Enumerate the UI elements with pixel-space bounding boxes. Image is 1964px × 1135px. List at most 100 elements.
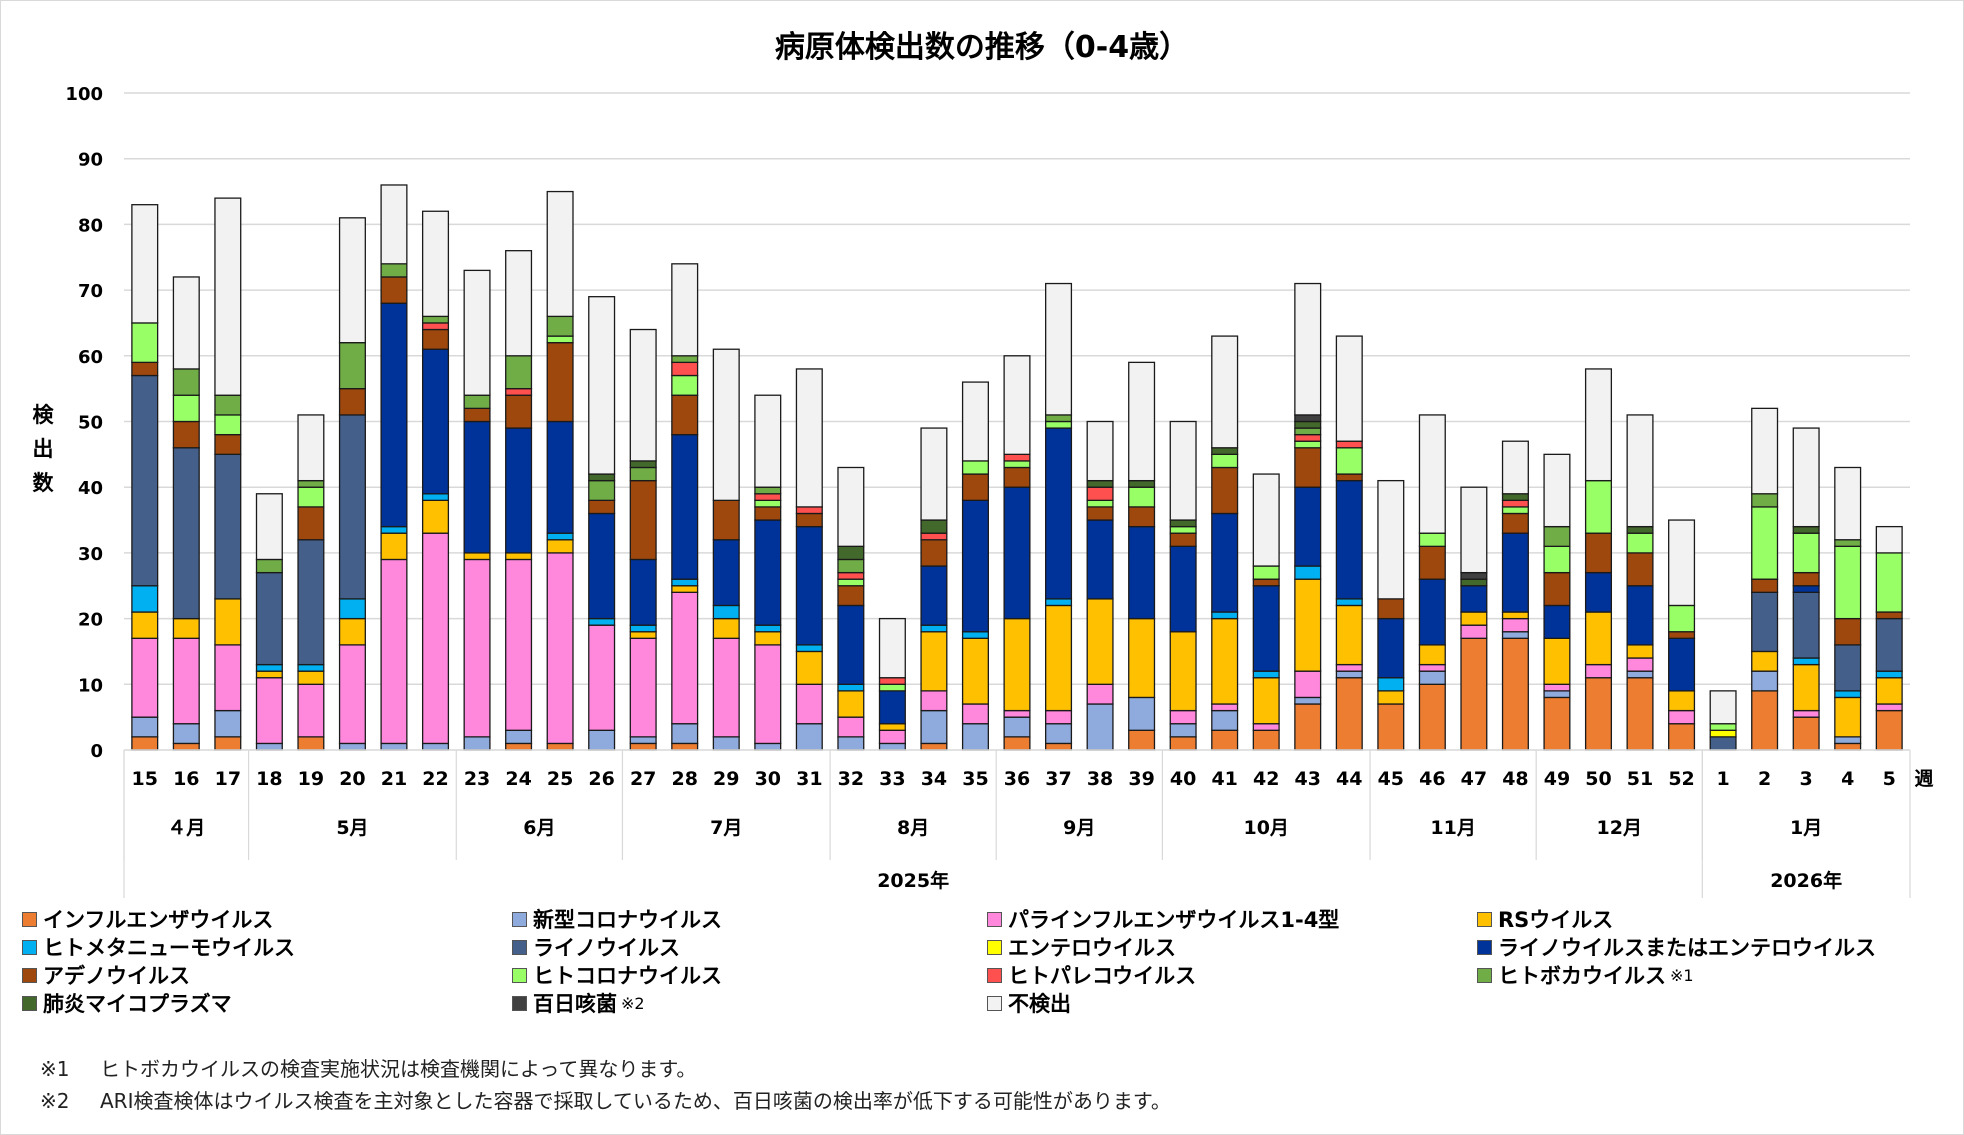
bar-segment [712,348,740,501]
bar-segment [1543,571,1571,607]
y-axis-label-char: 数 [32,471,54,495]
bar-segment [214,394,242,416]
bar-segment [546,420,574,534]
bar-segment [671,394,699,436]
x-tick-label: 24 [505,768,531,790]
legend-swatch [512,967,527,983]
bar-segment [629,479,657,561]
bar-segment [297,479,325,488]
bar-segment [172,617,200,639]
bar-segment [172,368,200,396]
bar-segment [297,414,325,482]
bar-segment [795,506,823,515]
x-tick-label: 38 [1087,768,1113,790]
footnote-text: ARI検査検体はウイルス検査を主対象とした容器で採取しているため、百日咳菌の検出… [100,1089,1171,1113]
bar-segment [214,453,242,600]
bar-segment [297,663,325,672]
bar-segment [961,499,989,633]
bar-segment [1875,617,1903,672]
bar-segment [380,532,408,561]
bar-segment [1460,611,1488,626]
y-axis-label: 検 出 数 [30,398,56,500]
bar-segment [255,493,283,561]
bar-segment [1211,703,1239,712]
bar-segment [1169,709,1197,725]
bar-segment [1751,578,1779,593]
bar-segment [172,420,200,449]
bar-segment [795,650,823,685]
bar-segment [754,742,782,751]
bar-segment [1460,637,1488,751]
bar-segment [505,387,533,396]
bar-segment [255,670,283,679]
bar-segment [1211,447,1239,455]
bar-segment [1875,677,1903,705]
bar-segment [1211,709,1239,731]
x-tick-label: 46 [1419,768,1445,790]
month-label: 1月 [1790,817,1822,839]
legend-swatch [987,911,1002,927]
x-tick-label: 36 [1004,768,1030,790]
bar-segment [1294,703,1322,751]
bar-segment [1335,440,1363,449]
bar-segment [754,644,782,745]
bar-segment [1128,479,1156,488]
bar-segment [297,670,325,685]
bar-segment [1045,420,1073,429]
bar-segment [463,736,491,751]
bar-segment [421,742,450,751]
bar-segment [1501,499,1529,508]
footnote: ※1 ヒトボカウイルスの検査実施状況は検査機関によって異なります。 [40,1053,1171,1085]
bar-segment [463,558,491,738]
bar-segment [255,571,283,666]
bar-segment [1543,696,1571,751]
bar-segment [754,519,782,626]
bar-segment [1418,663,1446,672]
legend-label: RSウイルス [1498,908,1614,932]
bar-segment [588,499,616,515]
bar-segment [1128,696,1156,731]
bar-segment [1668,637,1696,692]
bar-segment [1294,414,1322,423]
bar-segment [1377,690,1405,705]
bar-segment [1584,532,1613,574]
bar-segment [1169,532,1197,547]
bar-segment [297,539,325,666]
bar-segment [1086,519,1114,600]
bar-segment [421,532,450,745]
bar-segment [338,217,366,344]
bar-segment [1418,670,1446,685]
x-tick-label: 1 [1716,768,1729,790]
footnote-text: ヒトボカウイルスの検査実施状況は検査機関によって異なります。 [100,1057,697,1081]
bar-segment [380,742,408,751]
x-axis-unit-label: 週 [1914,768,1933,790]
bar-segment [1128,361,1156,482]
bar-segment [1169,525,1197,534]
y-tick-label: 20 [78,610,103,631]
x-tick-label: 44 [1336,768,1362,790]
bar-segment [1294,447,1322,488]
x-tick-label: 21 [381,768,407,790]
bar-segment [754,493,782,501]
bar-segment [920,532,948,541]
bar-segment [754,631,782,646]
bar-segment [1335,677,1363,751]
x-tick-label: 37 [1045,768,1071,790]
bar-segment [671,578,699,587]
bar-segment [1543,683,1571,692]
legend-label: 新型コロナウイルス [533,908,722,932]
legend-swatch [1477,911,1492,927]
x-tick-label: 39 [1128,768,1154,790]
bar-segment [1086,703,1114,751]
bar-segment [920,690,948,712]
x-tick-label: 25 [547,768,573,790]
bar-segment [1668,519,1696,607]
x-tick-label: 51 [1627,768,1653,790]
bar-segment [338,644,366,745]
bar-segment [1169,723,1197,738]
legend-swatch [512,939,527,955]
y-tick-label: 70 [78,281,103,302]
x-tick-label: 15 [132,768,158,790]
legend-item: パラインフルエンザウイルス1-4型 [987,905,1339,933]
bar-segment [1584,611,1613,666]
